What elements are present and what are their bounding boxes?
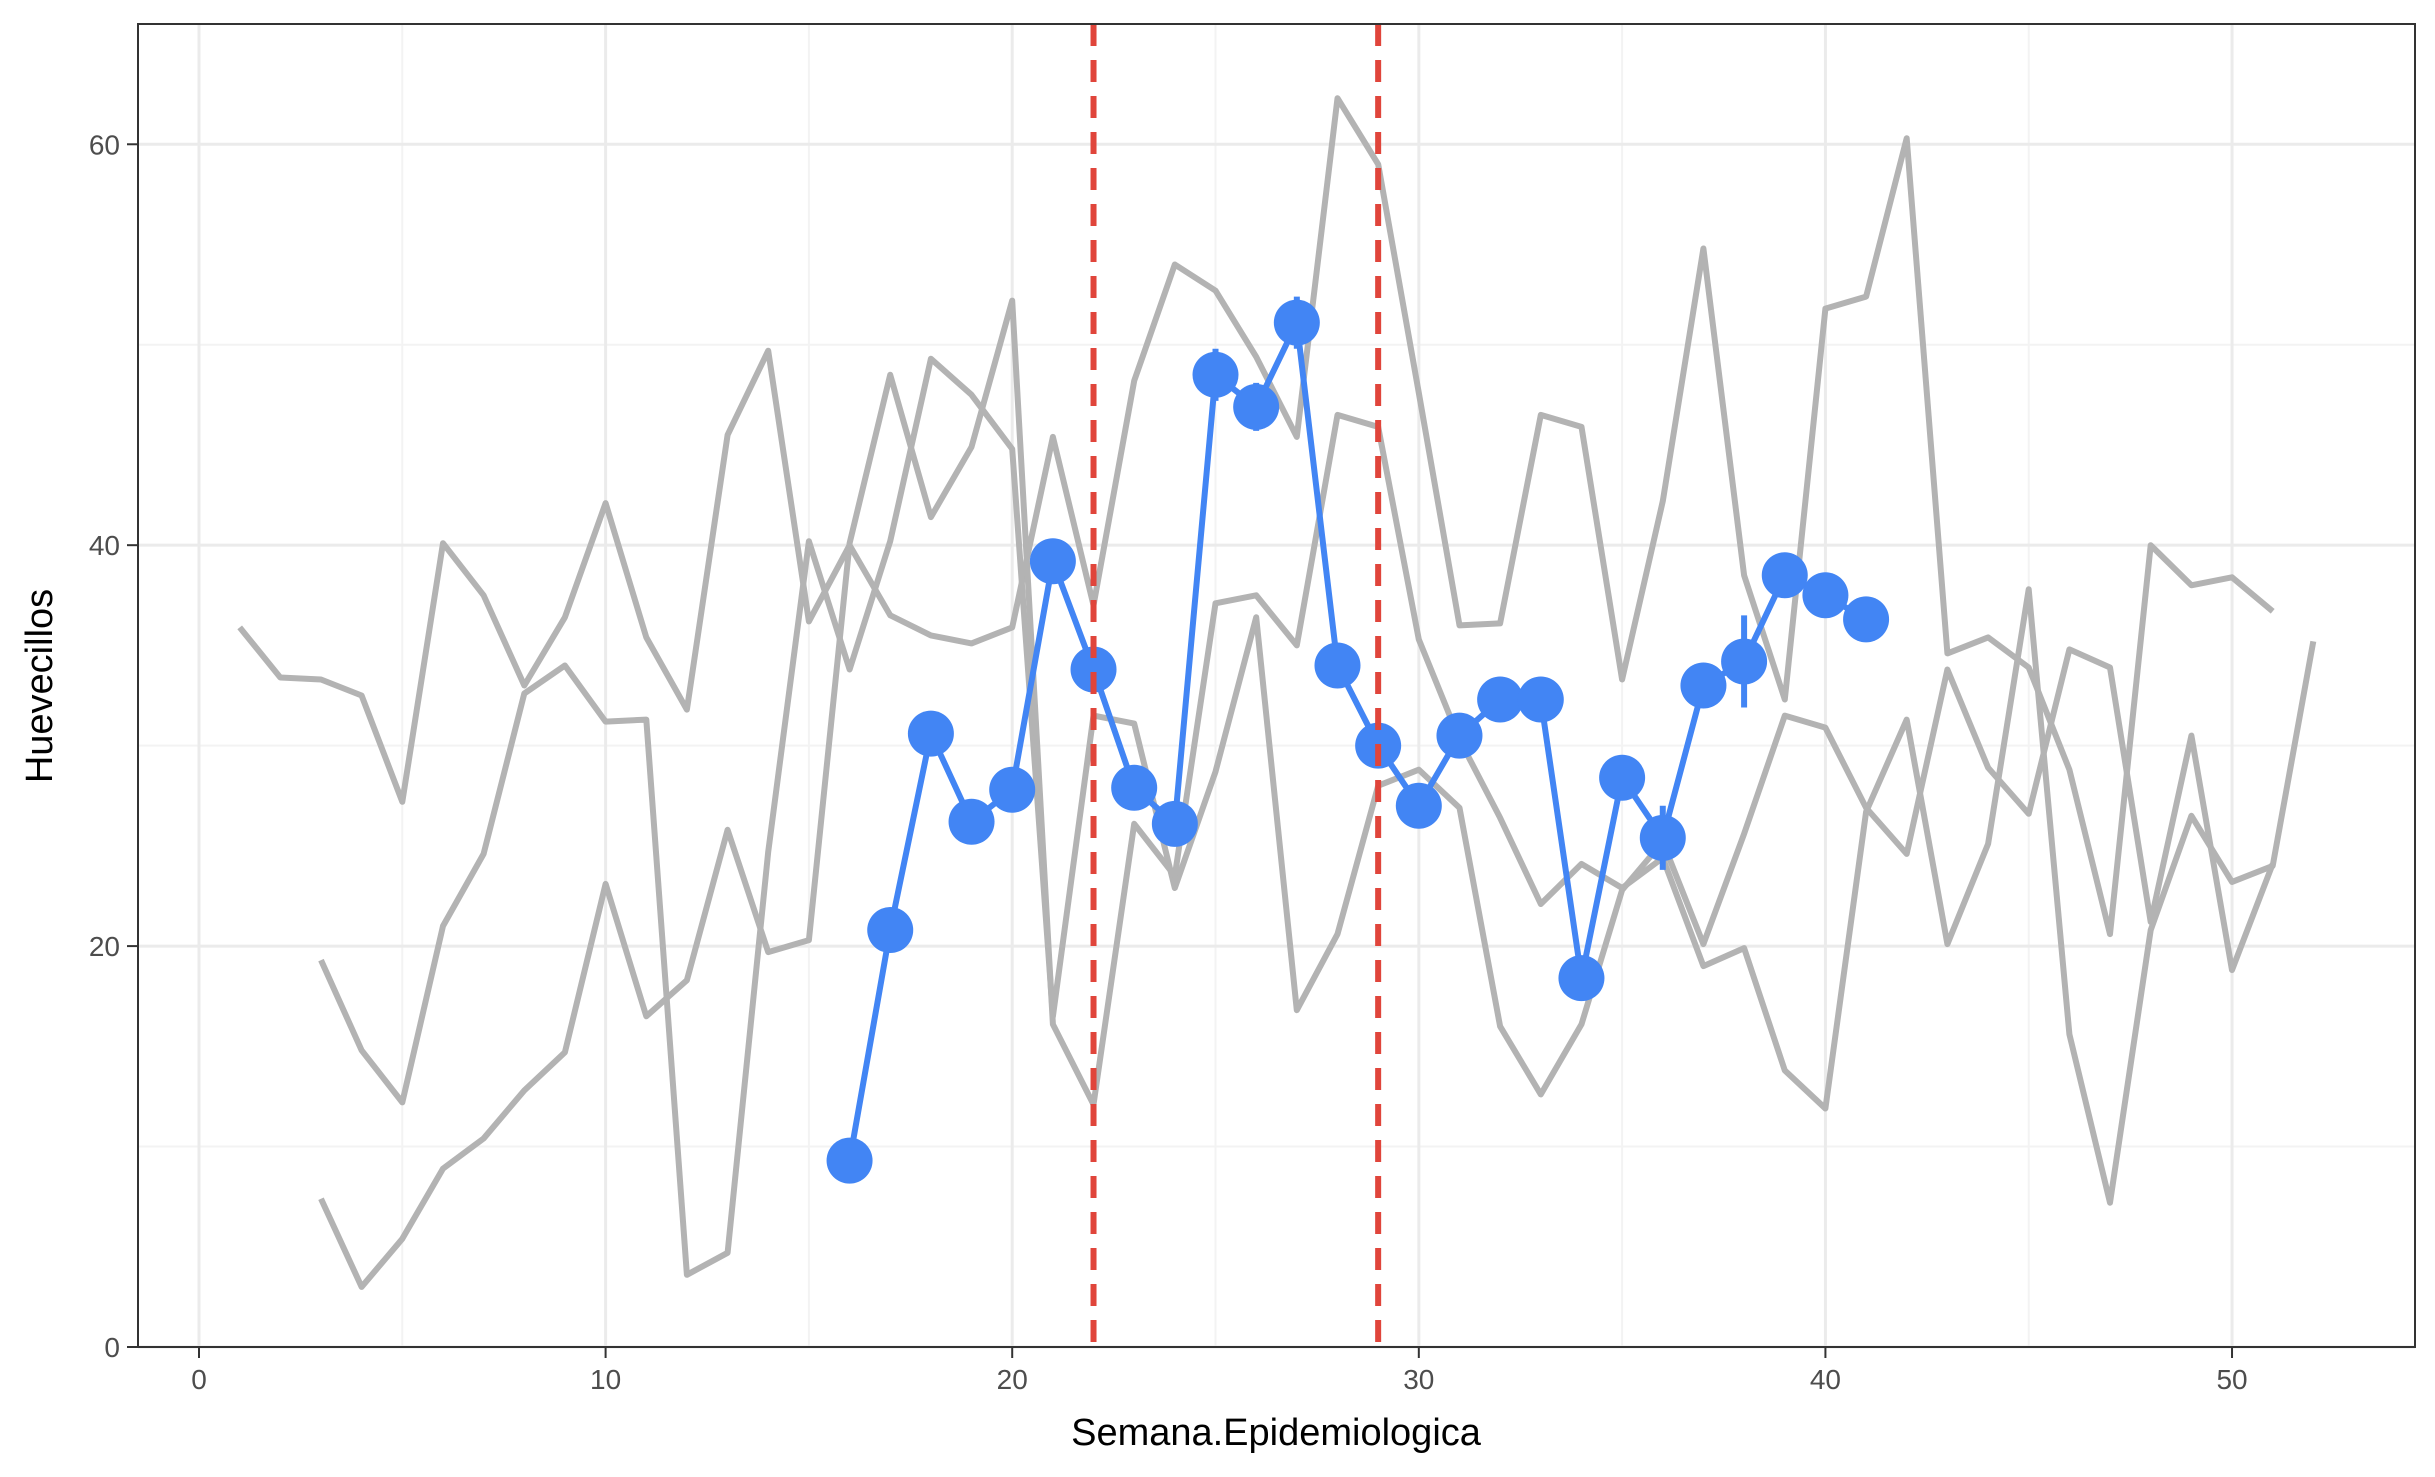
data-point — [1802, 572, 1849, 619]
x-tick-label: 20 — [997, 1364, 1028, 1395]
data-point — [1151, 800, 1198, 847]
data-point — [1558, 955, 1605, 1002]
y-tick-label: 20 — [89, 931, 120, 962]
highlight-series — [826, 296, 1890, 1184]
data-point — [826, 1137, 873, 1184]
x-axis: 0 10 20 30 40 50 — [191, 1347, 2248, 1395]
y-tick-label: 0 — [104, 1332, 120, 1363]
data-point — [1395, 782, 1442, 829]
data-point — [1721, 638, 1768, 685]
data-point — [1477, 676, 1524, 723]
data-point — [867, 907, 914, 954]
y-axis: 0 20 40 60 — [89, 129, 138, 1363]
y-tick-label: 60 — [89, 129, 120, 160]
data-point — [1599, 754, 1646, 801]
x-tick-label: 30 — [1403, 1364, 1434, 1395]
data-point — [989, 766, 1036, 813]
data-point — [1517, 676, 1564, 723]
highlight-series-line — [846, 319, 1868, 1162]
background-series-line — [318, 355, 2276, 1278]
x-tick-label: 40 — [1810, 1364, 1841, 1395]
x-tick-label: 0 — [191, 1364, 207, 1395]
minor-gridlines — [138, 24, 2415, 1347]
data-point — [1843, 596, 1890, 643]
data-point — [1436, 712, 1483, 759]
x-tick-label: 50 — [2216, 1364, 2247, 1395]
data-point — [1070, 646, 1117, 693]
data-point — [1639, 814, 1686, 861]
reference-lines — [1090, 24, 1382, 1347]
y-tick-label: 40 — [89, 530, 120, 561]
background-series — [237, 95, 2317, 1290]
plot-panel-border — [137, 23, 2416, 1348]
x-tick-label: 10 — [590, 1364, 621, 1395]
y-axis-title: Huevecillos — [19, 589, 61, 783]
background-series-line — [237, 95, 2275, 938]
background-series-line — [318, 297, 2317, 1290]
data-point — [1192, 351, 1239, 398]
data-point — [907, 710, 954, 757]
data-point — [1314, 642, 1361, 689]
data-point — [948, 798, 995, 845]
data-point — [1029, 538, 1076, 585]
data-point — [1111, 764, 1158, 811]
x-axis-title: Semana.Epidemiologica — [1071, 1412, 1482, 1454]
data-point — [1761, 552, 1808, 599]
data-point — [1233, 383, 1280, 430]
data-point — [1680, 662, 1727, 709]
data-point — [1273, 299, 1320, 346]
